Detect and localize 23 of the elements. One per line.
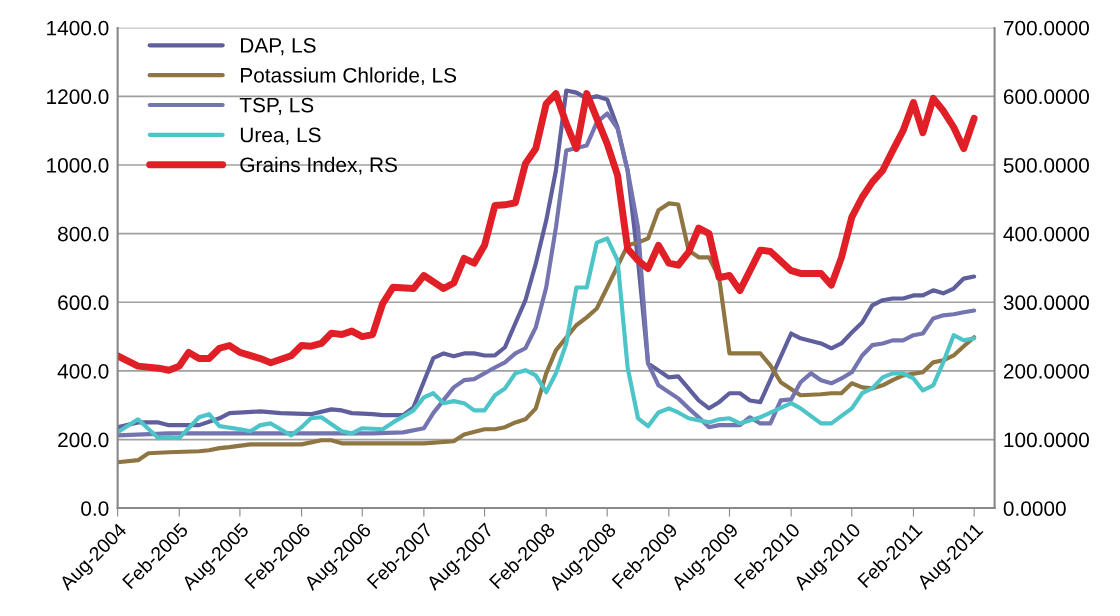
line-series <box>117 236 977 441</box>
line-series <box>117 201 977 465</box>
y-tick-label: 800.0 <box>58 226 109 242</box>
legend-label: DAP, LS <box>241 38 316 56</box>
y-tick-label: 1400.0 <box>47 20 109 36</box>
legend-label: Urea, LS <box>240 127 321 145</box>
legend-label: Grains Index, RS <box>240 156 397 175</box>
y-tick-label: 0.0 <box>81 501 109 516</box>
y-tick-label: 1200.0 <box>47 89 109 105</box>
y2-tick-label: 300.0000 <box>1003 295 1089 311</box>
y-tick-label: 200.0 <box>58 432 109 448</box>
y2-tick-label: 500.0000 <box>1003 158 1089 173</box>
y2-tick-label: 700.0000 <box>1003 20 1089 36</box>
legend-label: TSP, LS <box>239 97 314 115</box>
y2-tick-label: 100.0000 <box>1004 432 1089 448</box>
y2-tick-label: 0.0000 <box>1003 501 1066 516</box>
y-tick-label: 400.0 <box>57 363 109 379</box>
y-tick-label: 1000.0 <box>47 158 109 173</box>
y2-tick-label: 600.0000 <box>1003 89 1089 105</box>
y-tick-label: 600.0 <box>58 295 109 311</box>
y2-tick-label: 400.0000 <box>1003 226 1089 242</box>
legend-label: Potassium Chloride, LS <box>241 67 457 86</box>
y2-tick-label: 200.0000 <box>1003 363 1089 379</box>
